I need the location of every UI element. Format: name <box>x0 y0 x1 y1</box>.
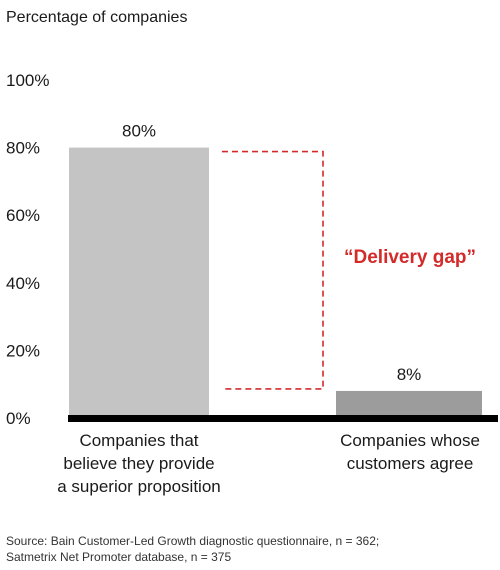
y-axis-title: Percentage of companies <box>6 9 187 26</box>
bar-data-label: 80% <box>122 122 156 141</box>
delivery-gap-label: “Delivery gap” <box>344 247 476 268</box>
y-tick-label: 20% <box>6 341 40 360</box>
y-tick-label: 0% <box>6 409 31 428</box>
category-label: Companies that <box>79 431 198 450</box>
y-tick-label: 60% <box>6 206 40 225</box>
y-tick-label: 40% <box>6 274 40 293</box>
category-label: customers agree <box>347 454 474 473</box>
category-label: a superior proposition <box>57 477 220 496</box>
delivery-gap-bracket <box>222 150 324 390</box>
source-note: Satmetrix Net Promoter database, n = 375 <box>6 550 231 564</box>
bar-data-label: 8% <box>397 365 422 384</box>
y-tick-label: 80% <box>6 139 40 158</box>
source-note: Source: Bain Customer-Led Growth diagnos… <box>6 534 379 548</box>
bar <box>336 390 482 418</box>
y-tick-label: 100% <box>6 71 49 90</box>
category-label: believe they provide <box>63 454 214 473</box>
bar <box>69 147 209 418</box>
x-axis-baseline <box>68 415 498 422</box>
category-label: Companies whose <box>340 431 480 450</box>
